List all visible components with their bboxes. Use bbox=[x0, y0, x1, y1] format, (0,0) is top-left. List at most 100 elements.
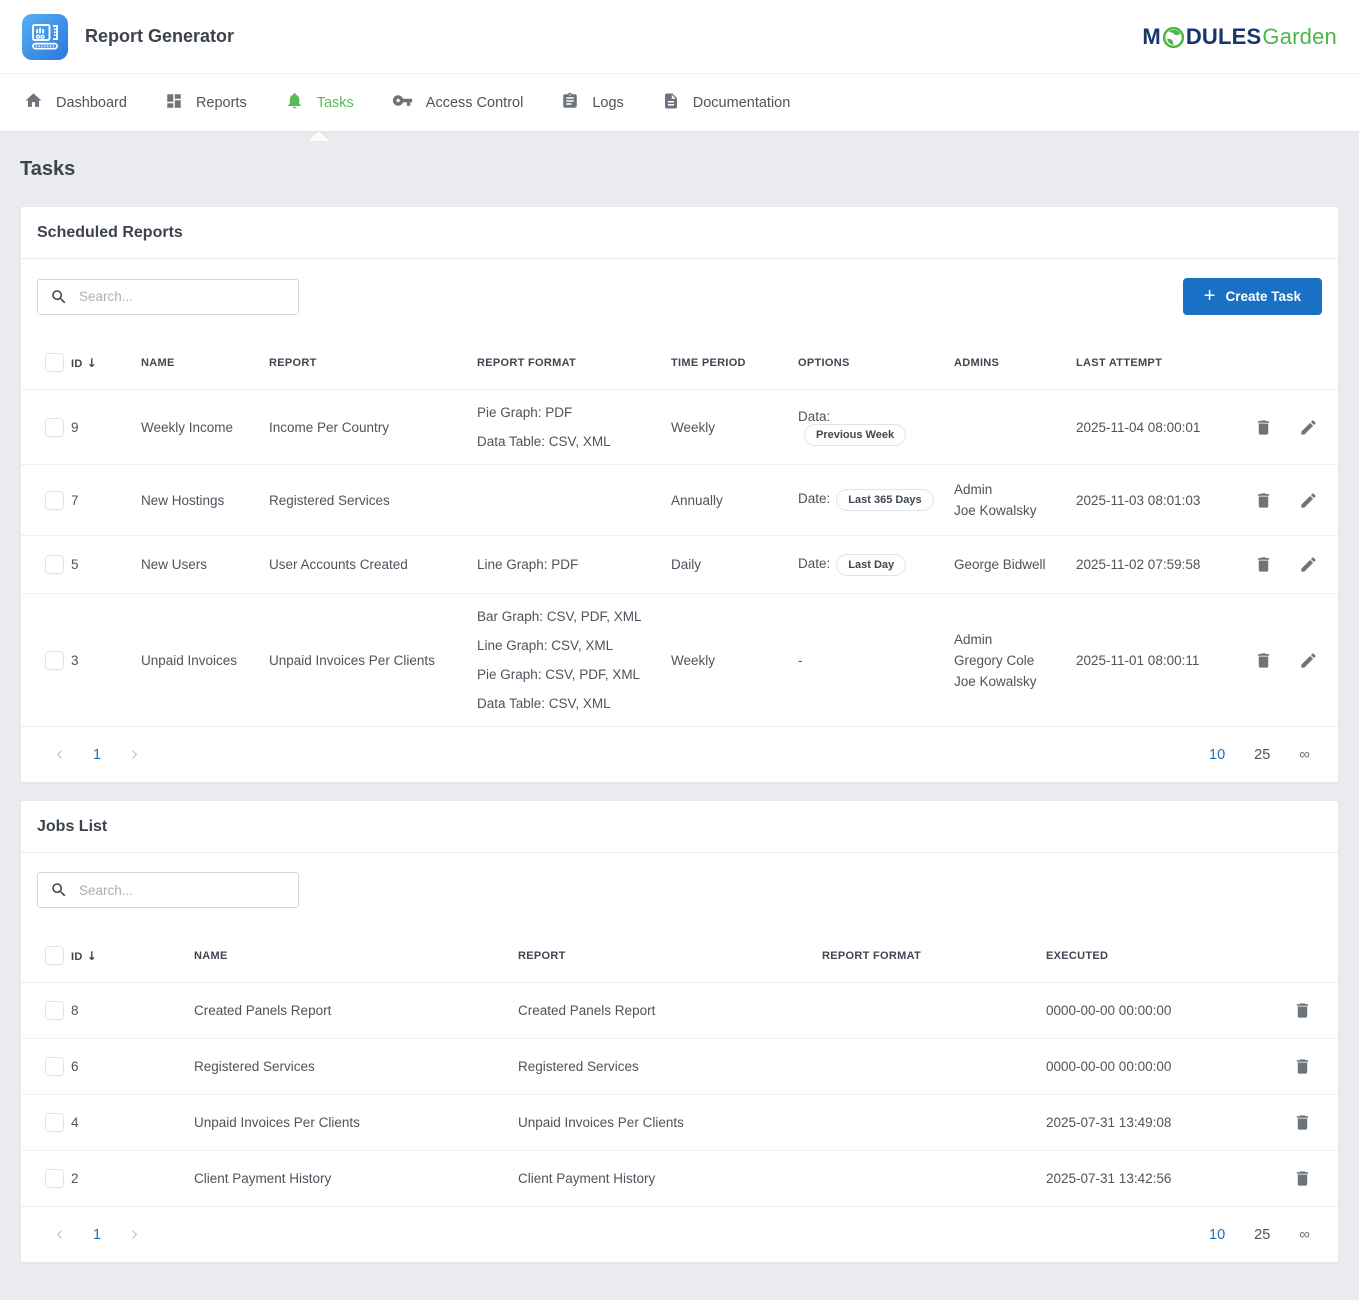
page-root: Report Generator M DULES Garden Dashboar… bbox=[0, 0, 1359, 1300]
app-header: Report Generator M DULES Garden bbox=[0, 0, 1359, 74]
report-format-line: Pie Graph: CSV, PDF, XML bbox=[477, 660, 651, 689]
jobs-search-input[interactable] bbox=[37, 872, 299, 908]
row-id: 5 bbox=[61, 536, 131, 594]
nav-item-access-control[interactable]: Access Control bbox=[392, 74, 524, 131]
delete-button[interactable] bbox=[1289, 997, 1316, 1024]
delete-button[interactable] bbox=[1289, 1109, 1316, 1136]
row-options: Date:Last Day bbox=[788, 536, 944, 594]
row-report: Registered Services bbox=[508, 1039, 812, 1095]
table-row: 7 New Hostings Registered Services Annua… bbox=[21, 465, 1338, 536]
delete-button[interactable] bbox=[1250, 551, 1277, 578]
trash-icon bbox=[1254, 555, 1273, 574]
jobs-list-card: Jobs List ID↓ NAME REPORT bbox=[20, 800, 1339, 1263]
document-icon bbox=[662, 92, 680, 114]
row-report-format bbox=[812, 1095, 1036, 1151]
modulesgarden-logo: M DULES Garden bbox=[1142, 24, 1337, 50]
create-task-label: Create Task bbox=[1225, 289, 1301, 304]
nav-item-tasks[interactable]: Tasks bbox=[285, 74, 354, 131]
admin-name: Admin bbox=[954, 479, 1056, 500]
page-size-25[interactable]: 25 bbox=[1254, 747, 1270, 763]
report-generator-logo-glyph bbox=[29, 21, 61, 53]
clipboard-icon bbox=[561, 92, 579, 114]
bell-icon bbox=[285, 91, 304, 114]
nav-item-logs[interactable]: Logs bbox=[561, 74, 623, 131]
current-page[interactable]: 1 bbox=[93, 747, 101, 763]
column-header-options: OPTIONS bbox=[788, 334, 944, 390]
row-name: Unpaid Invoices Per Clients bbox=[184, 1095, 508, 1151]
row-report: Registered Services bbox=[259, 465, 467, 536]
delete-button[interactable] bbox=[1250, 414, 1277, 441]
row-admins: George Bidwell bbox=[944, 536, 1066, 594]
row-name: Weekly Income bbox=[131, 390, 259, 465]
trash-icon bbox=[1254, 651, 1273, 670]
row-report: Unpaid Invoices Per Clients bbox=[508, 1095, 812, 1151]
row-name: Registered Services bbox=[184, 1039, 508, 1095]
brand-garden: Garden bbox=[1262, 24, 1337, 50]
report-generator-logo-icon bbox=[22, 14, 68, 60]
prev-page-button[interactable] bbox=[51, 746, 68, 763]
brand-m: M bbox=[1142, 24, 1161, 50]
brand-dules: DULES bbox=[1186, 24, 1262, 50]
delete-button[interactable] bbox=[1289, 1165, 1316, 1192]
row-options: Date:Last 365 Days bbox=[788, 465, 944, 536]
row-name: Unpaid Invoices bbox=[131, 594, 259, 727]
row-actions bbox=[1236, 1151, 1340, 1207]
report-format-line: Bar Graph: CSV, PDF, XML bbox=[477, 602, 651, 631]
nav-item-documentation[interactable]: Documentation bbox=[662, 74, 791, 131]
globe-icon bbox=[1162, 26, 1185, 49]
jobs-list-title: Jobs List bbox=[21, 801, 1338, 853]
row-admins: Admin Gregory Cole Joe Kowalsky bbox=[944, 594, 1066, 727]
row-actions bbox=[1236, 983, 1340, 1039]
row-report: Unpaid Invoices Per Clients bbox=[259, 594, 467, 727]
row-report: Income Per Country bbox=[259, 390, 467, 465]
edit-button[interactable] bbox=[1295, 414, 1322, 441]
page-size-10[interactable]: 10 bbox=[1209, 747, 1225, 763]
scheduled-reports-table: ID↓ NAME REPORT REPORT FORMAT TIME PERIO… bbox=[21, 334, 1338, 726]
table-row: 9 Weekly Income Income Per Country Pie G… bbox=[21, 390, 1338, 465]
edit-button[interactable] bbox=[1295, 551, 1322, 578]
page-size-all[interactable]: ∞ bbox=[1299, 746, 1310, 763]
create-task-button[interactable]: + Create Task bbox=[1183, 278, 1322, 315]
column-header-name: NAME bbox=[131, 334, 259, 390]
scheduled-reports-toolbar: + Create Task bbox=[21, 259, 1338, 334]
table-row: 3 Unpaid Invoices Unpaid Invoices Per Cl… bbox=[21, 594, 1338, 727]
nav-item-reports[interactable]: Reports bbox=[165, 74, 247, 131]
nav-label: Dashboard bbox=[56, 95, 127, 111]
row-actions bbox=[1226, 465, 1338, 536]
delete-button[interactable] bbox=[1250, 487, 1277, 514]
pencil-icon bbox=[1299, 491, 1318, 510]
nav-label: Access Control bbox=[426, 95, 524, 111]
row-actions bbox=[1226, 536, 1338, 594]
next-page-button[interactable] bbox=[126, 746, 143, 763]
edit-button[interactable] bbox=[1295, 647, 1322, 674]
column-header-report: REPORT bbox=[508, 927, 812, 983]
jobs-list-table: ID↓ NAME REPORT REPORT FORMAT EXECUTED 8… bbox=[21, 927, 1340, 1206]
table-row: 4 Unpaid Invoices Per Clients Unpaid Inv… bbox=[21, 1095, 1340, 1151]
delete-button[interactable] bbox=[1250, 647, 1277, 674]
column-header-time-period: TIME PERIOD bbox=[661, 334, 788, 390]
edit-button[interactable] bbox=[1295, 487, 1322, 514]
column-header-name: NAME bbox=[184, 927, 508, 983]
nav-label: Documentation bbox=[693, 95, 791, 111]
column-header-report-format: REPORT FORMAT bbox=[812, 927, 1036, 983]
trash-icon bbox=[1293, 1113, 1312, 1132]
nav-item-dashboard[interactable]: Dashboard bbox=[24, 74, 127, 131]
row-actions bbox=[1226, 390, 1338, 465]
option-label: Data: bbox=[798, 409, 830, 424]
row-report-formats: Pie Graph: PDF Data Table: CSV, XML bbox=[467, 390, 661, 465]
column-header-report-format: REPORT FORMAT bbox=[467, 334, 661, 390]
report-format-line: Line Graph: PDF bbox=[477, 550, 651, 579]
trash-icon bbox=[1293, 1057, 1312, 1076]
row-last-attempt: 2025-11-02 07:59:58 bbox=[1066, 536, 1226, 594]
row-id: 6 bbox=[61, 1039, 184, 1095]
row-id: 2 bbox=[61, 1151, 184, 1207]
delete-button[interactable] bbox=[1289, 1053, 1316, 1080]
column-header-actions bbox=[1226, 334, 1338, 390]
scheduled-search-input[interactable] bbox=[37, 279, 299, 315]
column-header-id[interactable]: ID↓ bbox=[61, 334, 131, 390]
admin-name: Admin bbox=[954, 629, 1056, 650]
admin-name: Joe Kowalsky bbox=[954, 671, 1056, 692]
column-header-admins: ADMINS bbox=[944, 334, 1066, 390]
report-format-line: Data Table: CSV, XML bbox=[477, 689, 651, 718]
column-header-id[interactable]: ID↓ bbox=[61, 927, 184, 983]
